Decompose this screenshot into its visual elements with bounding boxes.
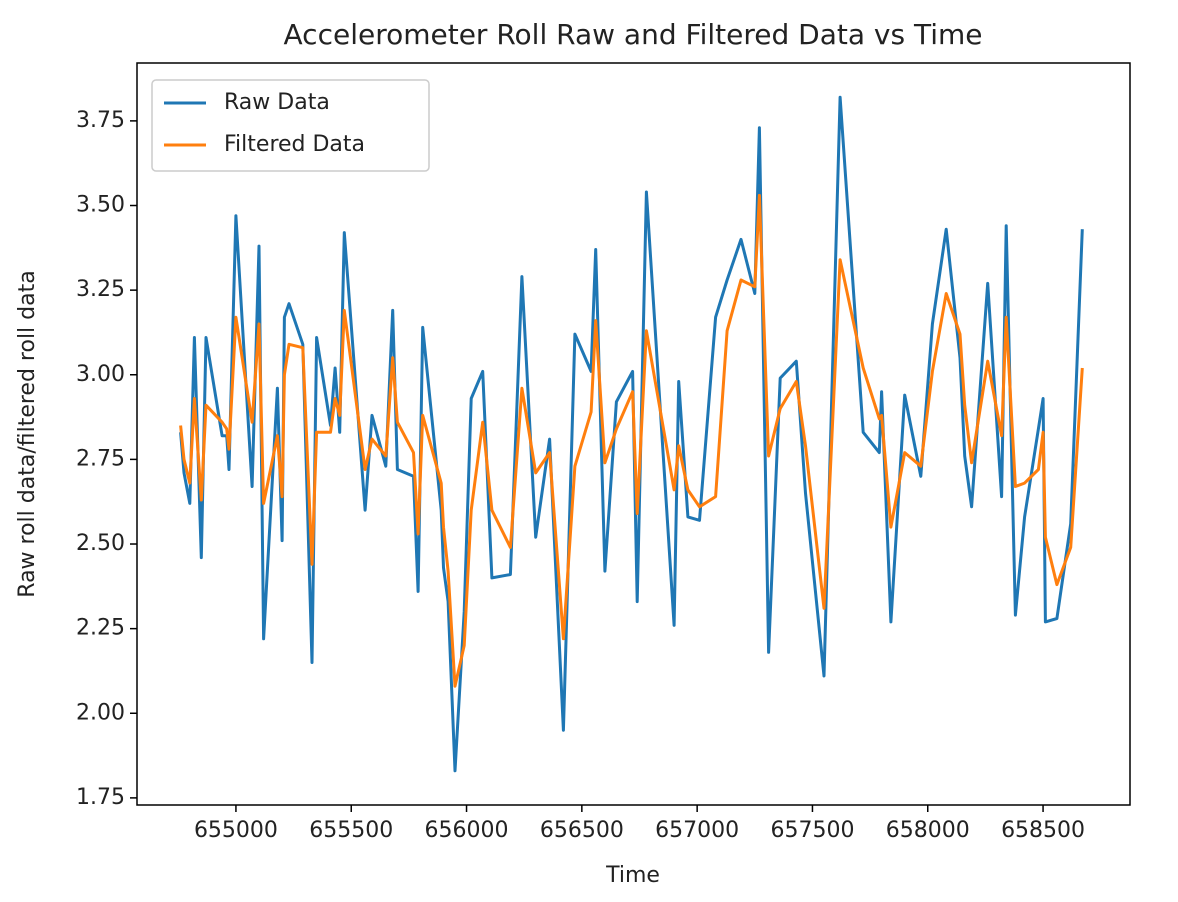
y-tick-label: 3.00 — [76, 362, 125, 387]
y-tick-label: 2.75 — [76, 446, 125, 471]
x-axis-label: Time — [605, 863, 660, 888]
x-tick-label: 658500 — [1001, 818, 1085, 843]
legend-label: Filtered Data — [224, 132, 365, 157]
y-tick-label: 3.25 — [76, 277, 125, 302]
y-axis-label: Raw roll data/filtered roll data — [15, 270, 40, 597]
x-tick-label: 658000 — [886, 818, 970, 843]
x-tick-label: 657500 — [770, 818, 854, 843]
y-tick-label: 2.00 — [76, 700, 125, 725]
y-tick-label: 3.75 — [76, 108, 125, 133]
x-tick-label: 657000 — [655, 818, 739, 843]
x-tick-label: 656000 — [425, 818, 509, 843]
chart-title: Accelerometer Roll Raw and Filtered Data… — [284, 18, 983, 51]
y-tick-label: 2.50 — [76, 531, 125, 556]
legend-label: Raw Data — [224, 90, 330, 115]
plot-frame — [136, 62, 1131, 806]
y-tick-label: 2.25 — [76, 616, 125, 641]
y-tick-label: 3.50 — [76, 193, 125, 218]
data-line — [179, 193, 1084, 688]
x-tick-label: 655000 — [194, 818, 278, 843]
legend-box — [151, 79, 430, 172]
x-tick-label: 656500 — [540, 818, 624, 843]
y-tick-label: 1.75 — [76, 785, 125, 810]
x-tick-label: 655500 — [309, 818, 393, 843]
